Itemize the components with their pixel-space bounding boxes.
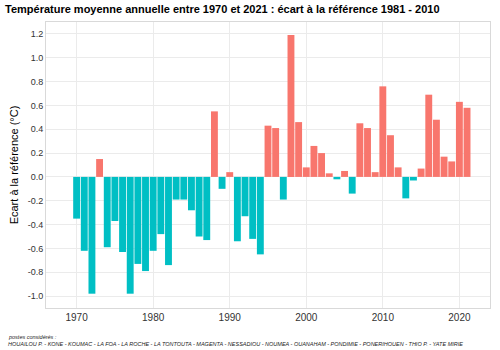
svg-text:2000: 2000 (295, 312, 318, 323)
svg-text:0.8: 0.8 (31, 77, 44, 87)
svg-text:1990: 1990 (219, 312, 242, 323)
svg-text:1980: 1980 (142, 312, 165, 323)
svg-text:postes considérés :: postes considérés : (8, 334, 57, 340)
svg-text:Ecart à la référence (°C): Ecart à la référence (°C) (8, 106, 20, 225)
svg-text:-1.0: -1.0 (28, 291, 44, 301)
svg-text:HOUAILOU P. - KONE - KOUMAC -: HOUAILOU P. - KONE - KOUMAC - LA FOA - L… (8, 341, 463, 347)
svg-text:0.4: 0.4 (31, 124, 44, 134)
svg-text:-0.4: -0.4 (28, 220, 44, 230)
svg-text:-0.2: -0.2 (28, 196, 44, 206)
svg-text:1.0: 1.0 (31, 53, 44, 63)
svg-text:Température moyenne annuelle e: Température moyenne annuelle entre 1970 … (5, 3, 440, 15)
svg-text:0.6: 0.6 (31, 101, 44, 111)
svg-text:0.2: 0.2 (31, 148, 44, 158)
svg-text:-0.8: -0.8 (28, 267, 44, 277)
svg-text:1970: 1970 (65, 312, 88, 323)
svg-text:2010: 2010 (372, 312, 395, 323)
svg-text:-0.6: -0.6 (28, 244, 44, 254)
svg-text:0.0: 0.0 (31, 172, 44, 182)
svg-text:1.2: 1.2 (31, 29, 44, 39)
svg-text:2020: 2020 (448, 312, 471, 323)
